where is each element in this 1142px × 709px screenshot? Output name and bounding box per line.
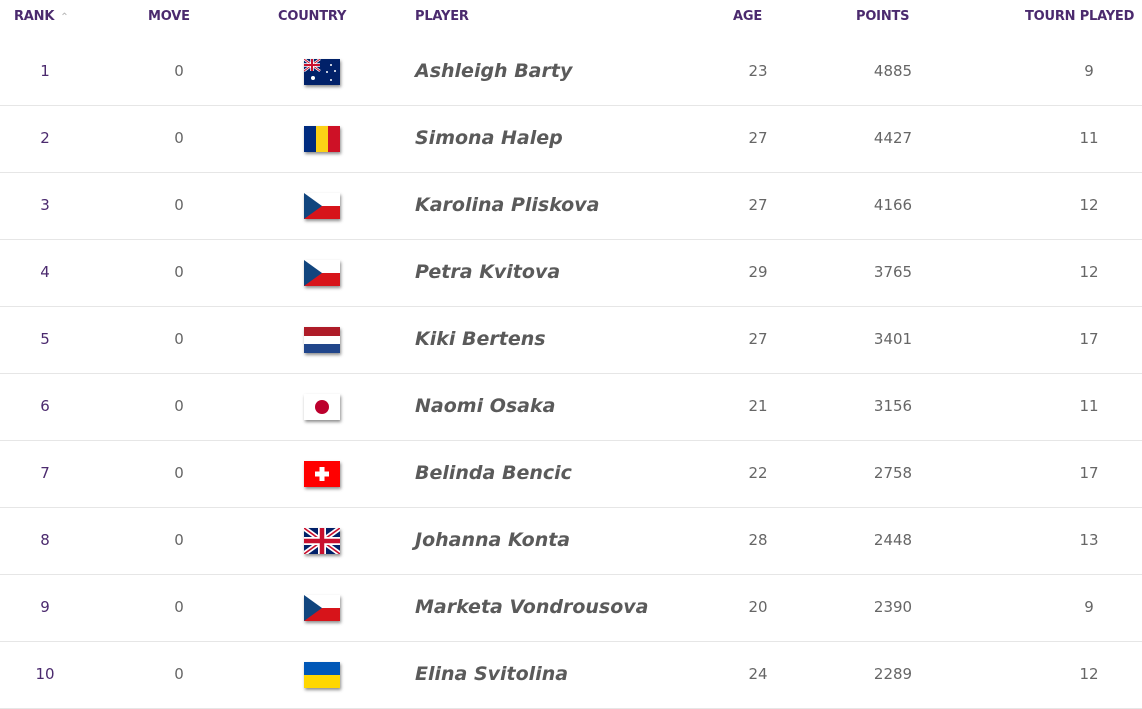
tournaments-played: 12 bbox=[1079, 263, 1099, 281]
age: 21 bbox=[748, 397, 768, 415]
flag-nl-icon bbox=[304, 327, 340, 353]
table-row[interactable]: 8 0 Johanna Konta 28 2448 13 bbox=[0, 507, 1142, 575]
flag-ua-icon bbox=[304, 662, 340, 688]
flag-gb-icon bbox=[304, 528, 340, 554]
points: 3156 bbox=[873, 397, 913, 415]
tournaments-played: 11 bbox=[1079, 397, 1099, 415]
player-name-link[interactable]: Kiki Bertens bbox=[415, 328, 546, 350]
move: 0 bbox=[174, 62, 184, 80]
tournaments-played: 12 bbox=[1079, 196, 1099, 214]
player-name-link[interactable]: Marketa Vondrousova bbox=[415, 596, 649, 618]
flag-ch-icon bbox=[304, 461, 340, 487]
flag-cz-icon bbox=[304, 193, 340, 219]
points: 4427 bbox=[873, 129, 913, 147]
rank: 2 bbox=[40, 129, 50, 147]
flag-ro-icon bbox=[304, 126, 340, 152]
move: 0 bbox=[174, 129, 184, 147]
age: 23 bbox=[748, 62, 768, 80]
header-rank-label: RANK bbox=[14, 9, 55, 24]
rank: 9 bbox=[40, 598, 50, 616]
points: 3401 bbox=[873, 330, 913, 348]
table-row[interactable]: 7 0 Belinda Bencic 22 2758 17 bbox=[0, 440, 1142, 508]
rank: 4 bbox=[40, 263, 50, 281]
rank: 8 bbox=[40, 531, 50, 549]
move: 0 bbox=[174, 196, 184, 214]
tournaments-played: 17 bbox=[1079, 330, 1099, 348]
move: 0 bbox=[174, 665, 184, 683]
age: 27 bbox=[748, 129, 768, 147]
points: 3765 bbox=[873, 263, 913, 281]
points: 4166 bbox=[873, 196, 913, 214]
header-tourn-played[interactable]: TOURN PLAYED bbox=[1025, 9, 1135, 24]
header-country[interactable]: COUNTRY bbox=[278, 9, 347, 24]
header-age[interactable]: AGE bbox=[733, 9, 763, 24]
age: 22 bbox=[748, 464, 768, 482]
table-row[interactable]: 6 0 Naomi Osaka 21 3156 11 bbox=[0, 373, 1142, 441]
age: 29 bbox=[748, 263, 768, 281]
tournaments-played: 9 bbox=[1084, 62, 1094, 80]
table-header: RANK ⌃ MOVE COUNTRY PLAYER AGE POINTS TOU… bbox=[0, 0, 1142, 38]
age: 27 bbox=[748, 196, 768, 214]
points: 2289 bbox=[873, 665, 913, 683]
age: 24 bbox=[748, 665, 768, 683]
flag-jp-icon bbox=[304, 394, 340, 420]
player-name-link[interactable]: Ashleigh Barty bbox=[415, 60, 573, 82]
age: 27 bbox=[748, 330, 768, 348]
chevron-up-icon[interactable]: ⌃ bbox=[60, 12, 69, 23]
tournaments-played: 9 bbox=[1084, 598, 1094, 616]
flag-cz-icon bbox=[304, 260, 340, 286]
table-row[interactable]: 4 0 Petra Kvitova 29 3765 12 bbox=[0, 239, 1142, 307]
table-row[interactable]: 9 0 Marketa Vondrousova 20 2390 9 bbox=[0, 574, 1142, 642]
table-row[interactable]: 1 0 Ashleigh Barty 23 4885 9 bbox=[0, 38, 1142, 106]
table-row[interactable]: 2 0 Simona Halep 27 4427 11 bbox=[0, 105, 1142, 173]
points: 2448 bbox=[873, 531, 913, 549]
rank: 10 bbox=[35, 665, 55, 683]
table-row[interactable]: 10 0 Elina Svitolina 24 2289 12 bbox=[0, 641, 1142, 709]
tournaments-played: 11 bbox=[1079, 129, 1099, 147]
move: 0 bbox=[174, 263, 184, 281]
header-rank[interactable]: RANK ⌃ bbox=[14, 9, 69, 24]
player-name-link[interactable]: Belinda Bencic bbox=[415, 462, 572, 484]
move: 0 bbox=[174, 464, 184, 482]
rank: 1 bbox=[40, 62, 50, 80]
table-row[interactable]: 5 0 Kiki Bertens 27 3401 17 bbox=[0, 306, 1142, 374]
player-name-link[interactable]: Simona Halep bbox=[415, 127, 563, 149]
age: 28 bbox=[748, 531, 768, 549]
rank: 5 bbox=[40, 330, 50, 348]
table-row[interactable]: 3 0 Karolina Pliskova 27 4166 12 bbox=[0, 172, 1142, 240]
tournaments-played: 12 bbox=[1079, 665, 1099, 683]
rank: 3 bbox=[40, 196, 50, 214]
points: 4885 bbox=[873, 62, 913, 80]
flag-cz-icon bbox=[304, 595, 340, 621]
player-name-link[interactable]: Naomi Osaka bbox=[415, 395, 556, 417]
move: 0 bbox=[174, 598, 184, 616]
player-name-link[interactable]: Johanna Konta bbox=[415, 529, 571, 551]
tournaments-played: 13 bbox=[1079, 531, 1099, 549]
move: 0 bbox=[174, 531, 184, 549]
header-points[interactable]: POINTS bbox=[856, 9, 910, 24]
header-move[interactable]: MOVE bbox=[148, 9, 190, 24]
move: 0 bbox=[174, 330, 184, 348]
flag-au-icon bbox=[304, 59, 340, 85]
rank: 6 bbox=[40, 397, 50, 415]
player-name-link[interactable]: Karolina Pliskova bbox=[415, 194, 600, 216]
rank: 7 bbox=[40, 464, 50, 482]
points: 2758 bbox=[873, 464, 913, 482]
age: 20 bbox=[748, 598, 768, 616]
player-name-link[interactable]: Elina Svitolina bbox=[415, 663, 569, 685]
move: 0 bbox=[174, 397, 184, 415]
player-name-link[interactable]: Petra Kvitova bbox=[415, 261, 561, 283]
points: 2390 bbox=[873, 598, 913, 616]
header-player[interactable]: PLAYER bbox=[415, 9, 469, 24]
tournaments-played: 17 bbox=[1079, 464, 1099, 482]
